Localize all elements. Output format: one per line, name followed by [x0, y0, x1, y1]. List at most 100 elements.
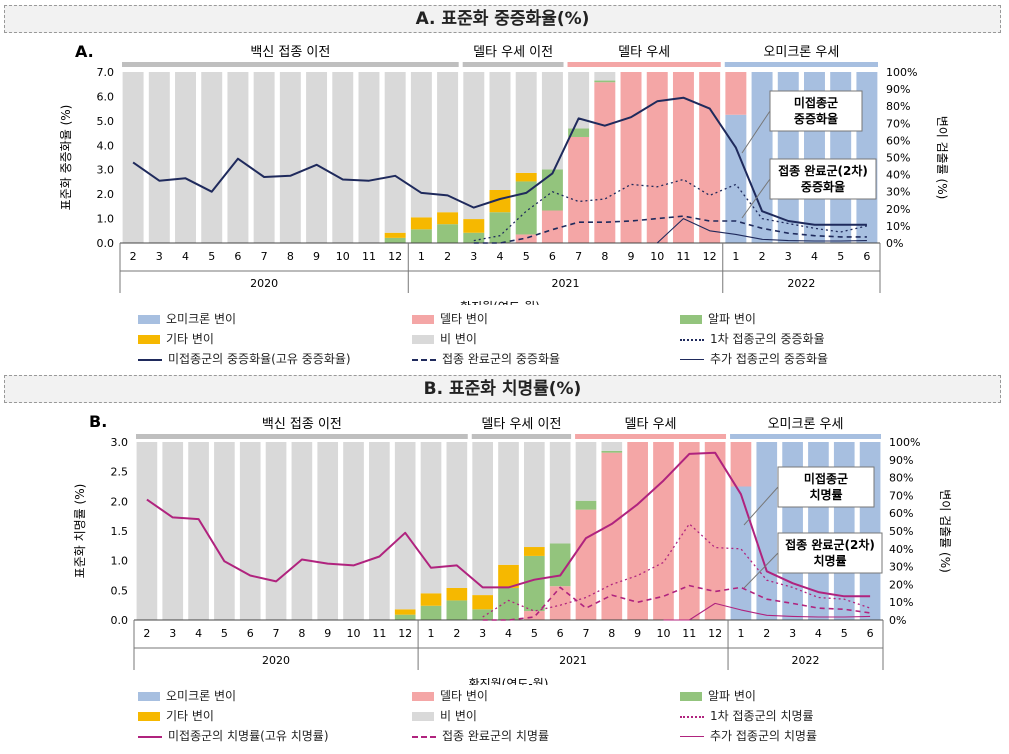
period-label: 델타 우세 이전	[473, 45, 553, 60]
x-tick-label: 6	[549, 250, 556, 263]
y-right-tick-label: 70%	[889, 489, 913, 502]
legend-label: 델타 변이	[440, 312, 488, 326]
period-label: 델타 우세	[618, 45, 670, 60]
bar-other	[410, 217, 432, 230]
bar-non-variant	[523, 442, 545, 548]
x-tick-label: 7	[575, 250, 582, 263]
y-right-axis-title: 변이 검출률 (%)	[938, 489, 952, 573]
bar-alpha	[446, 600, 468, 620]
legend-item: 1차 접종군의 중증화율	[680, 331, 825, 347]
legend-swatch	[138, 315, 160, 324]
x-tick-label: 5	[841, 627, 848, 640]
x-tick-label: 6	[234, 250, 241, 263]
bar-non-variant	[239, 442, 261, 620]
x-tick-label: 6	[863, 250, 870, 263]
legend-item: 추가 접종군의 치명률	[680, 728, 817, 744]
y-tick-label: 2.0	[97, 188, 115, 201]
y-right-tick-label: 60%	[889, 507, 913, 520]
y-right-tick-label: 30%	[889, 561, 913, 574]
y-right-tick-label: 100%	[889, 436, 920, 449]
legend-label: 미접종군의 치명률(고유 치명률)	[168, 729, 329, 743]
legend-swatch	[680, 359, 704, 360]
legend-swatch	[412, 692, 434, 701]
bar-non-variant	[394, 442, 416, 610]
y-right-tick-label: 0%	[886, 237, 903, 250]
y-tick-label: 0.0	[111, 614, 129, 627]
period-bar	[462, 62, 564, 67]
section-title-a: A. 표준화 중증화율(%)	[4, 5, 1001, 33]
y-right-tick-label: 40%	[886, 169, 910, 182]
legend-item: 접종 완료군의 중증화율	[412, 351, 560, 367]
legend-swatch	[138, 335, 160, 344]
booster-line	[663, 602, 871, 621]
x-tick-label: 11	[362, 250, 376, 263]
y-tick-label: 1.5	[111, 525, 129, 538]
y-axis-title: 표준화 치명률 (%)	[73, 484, 87, 579]
x-tick-label: 12	[703, 250, 717, 263]
bar-non-variant	[201, 72, 223, 243]
y-right-tick-label: 10%	[889, 596, 913, 609]
x-tick-label: 4	[182, 250, 189, 263]
bar-non-variant	[343, 442, 364, 620]
severity-chart: A. 백신 접종 이전 델타 우세 이전 델타 우세 오미크론 우세 0.0 1.0 2.0 3…	[59, 42, 949, 305]
legend-swatch	[412, 358, 436, 361]
bar-alpha	[523, 555, 545, 612]
legend-item: 델타 변이	[412, 311, 488, 327]
bar-other	[515, 172, 537, 182]
callout-text: 미접종군	[804, 471, 848, 486]
bar-non-variant	[291, 442, 313, 620]
bar-alpha	[575, 500, 597, 510]
x-tick-label: 3	[169, 627, 176, 640]
bar-other	[394, 609, 416, 615]
bar-other	[463, 219, 485, 233]
bar-alpha	[437, 224, 459, 243]
panel-label: B.	[89, 412, 107, 431]
legend-label: 1차 접종군의 중증화율	[710, 332, 825, 346]
bar-other	[384, 232, 406, 238]
x-tick-label: 10	[656, 627, 670, 640]
legend-swatch	[138, 735, 162, 738]
period-label: 델타 우세	[625, 417, 677, 432]
bar-delta	[523, 611, 545, 620]
bar-alpha	[541, 169, 563, 211]
x-tick-label: 8	[601, 250, 608, 263]
legend-item: 추가 접종군의 중증화율	[680, 351, 828, 367]
x-tick-label: 10	[347, 627, 361, 640]
year-label: 2022	[787, 277, 815, 290]
bar-non-variant	[384, 72, 406, 233]
x-tick-label: 10	[650, 250, 664, 263]
bar-non-variant	[541, 72, 563, 170]
legend-swatch	[680, 338, 704, 341]
bar-non-variant	[437, 72, 459, 213]
bar-non-variant	[148, 72, 170, 243]
y-right-tick-label: 80%	[886, 100, 910, 113]
bar-other	[437, 212, 459, 225]
x-tick-label: 1	[418, 250, 425, 263]
bar-other	[472, 595, 494, 610]
y-right-tick-label: 10%	[886, 220, 910, 233]
legend-label: 오미크론 변이	[166, 312, 237, 326]
year-label: 2020	[262, 654, 290, 667]
legend-label: 추가 접종군의 중증화율	[710, 352, 829, 366]
bar-alpha	[489, 212, 511, 243]
legend-label: 알파 변이	[708, 689, 756, 703]
period-label: 오미크론 우세	[768, 417, 844, 432]
bar-delta	[541, 210, 563, 243]
bar-non-variant	[136, 442, 158, 620]
bar-other	[420, 593, 442, 606]
y-tick-label: 0.5	[111, 584, 129, 597]
x-tick-label: 2	[143, 627, 150, 640]
bar-non-variant	[122, 72, 144, 243]
period-bar	[471, 434, 572, 439]
legend-label: 기타 변이	[166, 332, 214, 346]
y-right-tick-label: 80%	[889, 472, 913, 485]
period-bar	[136, 434, 468, 439]
bar-non-variant	[358, 72, 380, 243]
bar-non-variant	[306, 72, 328, 243]
period-label: 델타 우세 이전	[481, 417, 561, 432]
x-tick-label: 12	[398, 627, 412, 640]
legend-swatch	[680, 736, 704, 737]
legend-item: 접종 완료군의 치명률	[412, 728, 549, 744]
unvaccinated-line	[132, 96, 867, 226]
legend-label: 알파 변이	[708, 312, 756, 326]
